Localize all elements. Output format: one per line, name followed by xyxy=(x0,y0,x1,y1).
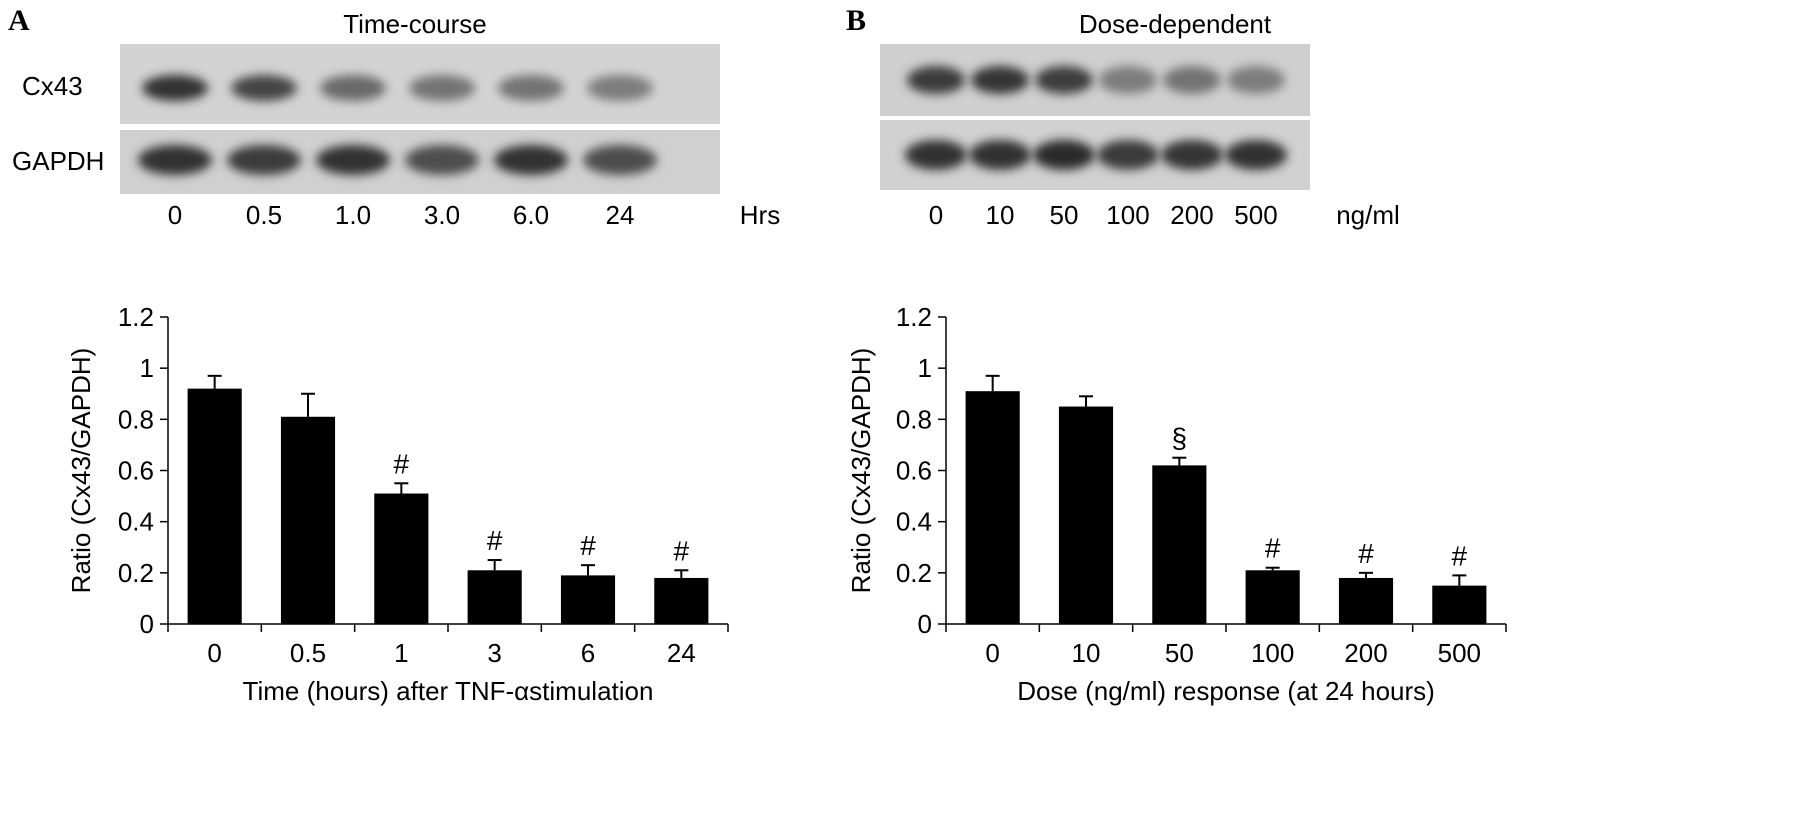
significance-mark: # xyxy=(1358,538,1374,569)
significance-mark: # xyxy=(1265,533,1281,564)
blot-band-cx43 xyxy=(320,75,386,101)
blot-band-gapdh xyxy=(316,145,390,175)
x-tick-label: 200 xyxy=(1344,638,1387,668)
bar xyxy=(374,493,429,624)
y-tick-label: 0.6 xyxy=(118,456,154,486)
y-tick-label: 0.8 xyxy=(118,404,154,434)
x-tick-label: 0 xyxy=(207,638,221,668)
y-tick-label: 1.2 xyxy=(896,302,932,332)
blot-row-label-gapdh: GAPDH xyxy=(12,146,104,176)
blot-lane-label: 3.0 xyxy=(424,200,460,230)
blot-band-cx43 xyxy=(907,66,965,94)
blot-lane-label: 0.5 xyxy=(246,200,282,230)
blot-band-gapdh xyxy=(1033,140,1095,170)
y-axis-title: Ratio (Cx43/GAPDH) xyxy=(846,348,876,594)
bar-chart-time-course: 0 0.2 0.4 0.6 0.8 1 1.2 0 0.5 #1 #3 #6 #24 Time (hour… xyxy=(66,302,729,706)
significance-mark: # xyxy=(1452,540,1468,571)
blot-band-cx43 xyxy=(142,75,208,101)
bar xyxy=(280,416,336,624)
y-tick-label: 1 xyxy=(140,353,154,383)
blot-title-b: Dose-dependent xyxy=(1079,9,1272,39)
blot-unit-b: ng/ml xyxy=(1336,200,1400,230)
bar xyxy=(1152,465,1207,624)
bar xyxy=(654,577,709,624)
y-tick-label: 0.4 xyxy=(896,507,932,537)
significance-mark: # xyxy=(394,448,410,479)
blot-lane-label: 0 xyxy=(168,200,182,230)
blot-band-gapdh xyxy=(494,145,568,175)
y-tick-label: 0.6 xyxy=(896,456,932,486)
blot-band-cx43 xyxy=(587,75,653,101)
blot-unit-a: Hrs xyxy=(740,200,780,230)
y-tick-label: 0.2 xyxy=(118,558,154,588)
bar xyxy=(965,391,1020,624)
blot-band-cx43 xyxy=(1035,66,1093,94)
bar xyxy=(1058,406,1114,624)
blot-band-gapdh xyxy=(138,145,212,175)
blot-lane-label: 24 xyxy=(606,200,635,230)
blot-band-cx43 xyxy=(1227,66,1285,94)
significance-mark: § xyxy=(1172,423,1188,454)
blot-lane-label: 0 xyxy=(929,200,943,230)
blot-lane-label: 200 xyxy=(1170,200,1213,230)
panel-letter-a: A xyxy=(8,4,30,37)
x-tick-label: 3 xyxy=(487,638,501,668)
blot-band-gapdh xyxy=(1225,140,1287,170)
x-tick-label: 500 xyxy=(1438,638,1481,668)
blot-panel-a: A Time-course Cx43 GAPDH 0 0.5 1.0 3.0 6.0 24… xyxy=(8,4,780,230)
x-axis-title: Dose (ng/ml) response (at 24 hours) xyxy=(1017,676,1435,706)
blot-lane-label: 100 xyxy=(1106,200,1149,230)
blot-band-cx43 xyxy=(1099,66,1157,94)
blot-band-gapdh xyxy=(1097,140,1159,170)
bar xyxy=(560,575,616,624)
blot-band-gapdh xyxy=(905,140,967,170)
y-tick-label: 0.8 xyxy=(896,404,932,434)
blot-band-gapdh xyxy=(227,145,301,175)
blot-panel-b: B Dose-dependent 0 10 50 100 200 500 ng/ml xyxy=(846,4,1400,230)
blot-band-gapdh xyxy=(1161,140,1223,170)
x-tick-label: 6 xyxy=(581,638,595,668)
panel-letter-b: B xyxy=(846,4,866,37)
blot-title-a: Time-course xyxy=(343,9,487,39)
bar xyxy=(1432,585,1487,624)
bar xyxy=(467,570,522,624)
y-tick-label: 0 xyxy=(140,609,154,639)
y-tick-label: 0.4 xyxy=(118,507,154,537)
x-tick-label: 50 xyxy=(1165,638,1194,668)
blot-band-cx43 xyxy=(231,75,297,101)
significance-mark: # xyxy=(580,530,596,561)
blot-lane-label: 500 xyxy=(1234,200,1277,230)
x-tick-label: 10 xyxy=(1072,638,1101,668)
blot-lane-label: 10 xyxy=(986,200,1015,230)
blot-band-cx43 xyxy=(409,75,475,101)
y-axis-title: Ratio (Cx43/GAPDH) xyxy=(66,348,96,594)
blot-band-gapdh xyxy=(583,145,657,175)
x-tick-label: 0 xyxy=(985,638,999,668)
bar xyxy=(1245,570,1300,624)
blot-band-gapdh xyxy=(405,145,479,175)
blot-lane-label: 1.0 xyxy=(335,200,371,230)
y-tick-label: 0 xyxy=(918,609,932,639)
blot-lane-label: 50 xyxy=(1050,200,1079,230)
blot-band-cx43 xyxy=(498,75,564,101)
x-tick-label: 0.5 xyxy=(290,638,326,668)
blot-band-cx43 xyxy=(1163,66,1221,94)
x-tick-label: 1 xyxy=(394,638,408,668)
blot-band-gapdh xyxy=(969,140,1031,170)
blot-lane-label: 6.0 xyxy=(513,200,549,230)
x-tick-label: 100 xyxy=(1251,638,1294,668)
y-tick-label: 1.2 xyxy=(118,302,154,332)
bar-chart-dose: 0 0.2 0.4 0.6 0.8 1 1.2 0 10 § 50 #100 #200 #500Dose … xyxy=(846,302,1507,706)
y-tick-label: 0.2 xyxy=(896,558,932,588)
blot-band-cx43 xyxy=(971,66,1029,94)
blot-row-label-cx43: Cx43 xyxy=(22,71,83,101)
bar xyxy=(187,388,242,624)
x-tick-label: 24 xyxy=(667,638,696,668)
significance-mark: # xyxy=(487,525,503,556)
x-axis-title: Time (hours) after TNF-αstimulation xyxy=(243,676,654,706)
significance-mark: # xyxy=(674,535,690,566)
y-tick-label: 1 xyxy=(918,353,932,383)
bar xyxy=(1338,577,1394,624)
